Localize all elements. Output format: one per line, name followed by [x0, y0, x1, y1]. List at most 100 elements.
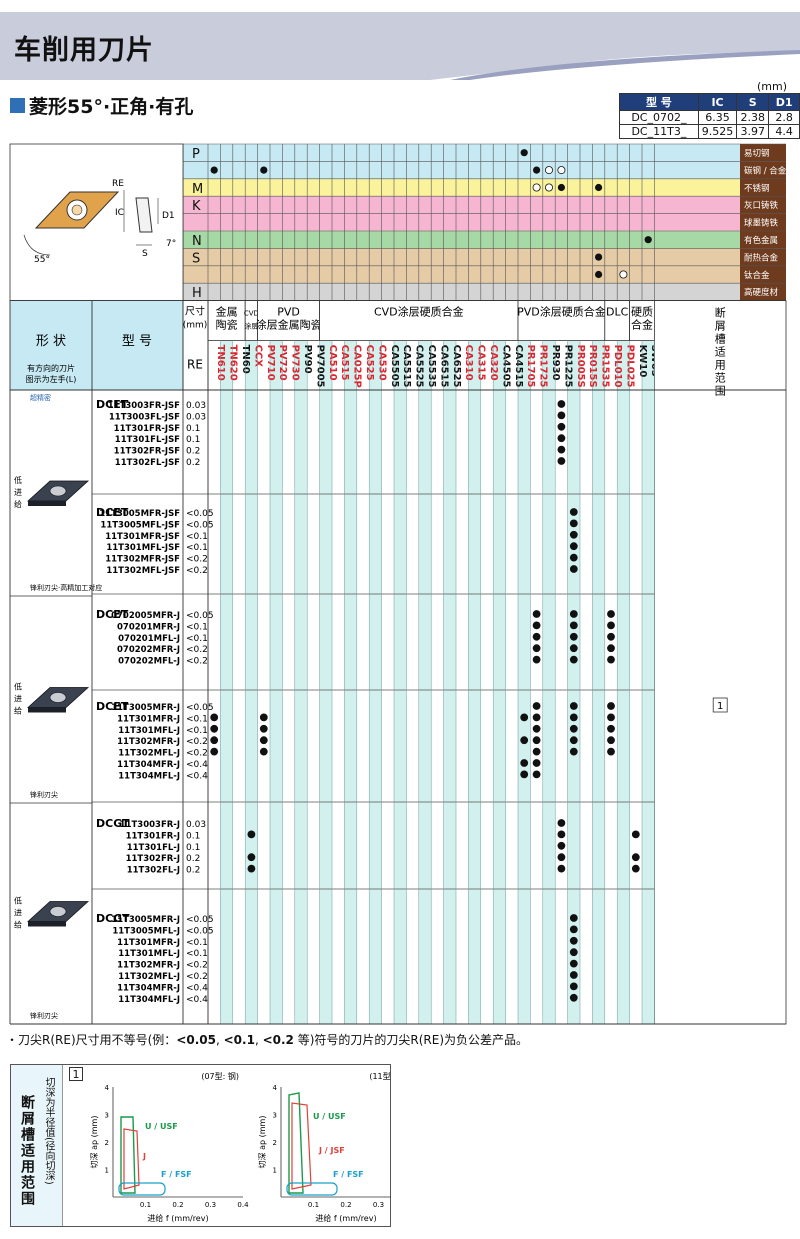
availability-dot: [607, 747, 615, 756]
availability-dot: [532, 621, 541, 630]
figure-label: 7°: [166, 239, 176, 249]
material-label: 高硬度材: [744, 287, 779, 298]
availability-dot: [532, 713, 541, 722]
model-code: 070201MFR-J: [117, 622, 180, 632]
availability-dot: [247, 830, 256, 839]
series-name: DCGT: [96, 912, 130, 925]
re-value: 0.1: [186, 843, 200, 853]
model-code: 11T301FR-JSF: [114, 424, 181, 434]
re-value: <0.2: [186, 961, 208, 971]
availability-dot: [532, 747, 541, 756]
grade-name: CA310: [463, 345, 474, 381]
speed-label: 进: [14, 909, 22, 918]
note-text: ,: [215, 1033, 224, 1047]
suitability-ring: [557, 166, 566, 175]
x-label: 进给 f (mm/rev): [315, 1213, 376, 1223]
insert-photo: [26, 901, 90, 927]
dim-header: D1: [768, 93, 800, 111]
re-value: 0.1: [186, 424, 200, 434]
x-tick: 0.3: [373, 1201, 384, 1209]
speed-label: 进: [14, 488, 22, 497]
availability-dot: [607, 736, 615, 745]
availability-dot: [569, 936, 578, 945]
model-code: 11T301MFL-JSF: [106, 543, 180, 553]
availability-dot: [532, 632, 541, 641]
model-code: 11T302MFR-J: [117, 737, 180, 747]
availability-dot: [607, 655, 615, 664]
dim-cell: 2.8: [768, 110, 800, 125]
re-value: <0.4: [186, 771, 208, 781]
re-value: <0.1: [186, 714, 208, 724]
chipbreaker-header: 槽: [715, 333, 726, 346]
grade-name: CA5505: [389, 345, 400, 388]
grade-name: PV90: [302, 345, 313, 374]
availability-dot: [569, 644, 578, 653]
availability-dot: [569, 713, 578, 722]
availability-dot: [607, 644, 615, 653]
y-label: 切深 ap (mm): [258, 1116, 267, 1169]
material-code: P: [192, 147, 200, 162]
re-value: 0.2: [186, 854, 200, 864]
re-value: <0.05: [186, 509, 214, 519]
group-header: 涂层: [244, 322, 258, 331]
availability-dot: [520, 770, 529, 779]
grade-name: PV710: [265, 345, 276, 381]
y-label: 切深 ap (mm): [90, 1116, 99, 1169]
re-value: <0.1: [186, 634, 208, 644]
availability-dot: [569, 971, 578, 979]
re-value: <0.05: [186, 915, 214, 925]
model-code: 11T302FL-JSF: [115, 458, 180, 468]
material-label: 碳钢 / 合金钢: [744, 165, 795, 176]
availability-dot: [557, 830, 566, 839]
availability-dot: [607, 621, 615, 630]
re-value: <0.4: [186, 983, 208, 993]
chipbreaker-header: 适: [715, 346, 726, 359]
figure-label: RE: [112, 179, 124, 189]
suitability-dot: [644, 236, 652, 244]
speed-label: 进: [14, 695, 22, 704]
availability-dot: [557, 422, 566, 431]
unit-label: (mm): [757, 80, 788, 93]
availability-dot: [210, 724, 219, 733]
availability-dot: [247, 853, 256, 862]
model-code: 11T302MFR-JSF: [105, 555, 180, 565]
grade-name: CA315: [476, 345, 487, 381]
re-value: <0.1: [186, 532, 208, 542]
availability-dot: [259, 724, 268, 733]
availability-dot: [569, 553, 578, 562]
material-code: S: [192, 251, 200, 266]
model-code: 070202MFL-J: [118, 657, 180, 667]
re-value: <0.05: [186, 520, 214, 530]
re-value: 0.2: [186, 458, 200, 468]
model-code: 11T304MFL-J: [118, 771, 180, 781]
footnote: ・刀尖R(RE)尺寸用不等号(例：<0.05, <0.1, <0.2 等)符号的…: [6, 1031, 528, 1048]
model-code: 11T3003FL-JSF: [109, 412, 180, 422]
model-code: 070202MFR-J: [117, 645, 180, 655]
availability-dot: [607, 713, 615, 722]
grade-name: CA5515: [401, 345, 412, 388]
speed-label: 低: [14, 896, 22, 906]
y-tick: 1: [273, 1167, 277, 1175]
availability-dot: [631, 853, 640, 862]
x-tick: 0.4: [237, 1201, 249, 1209]
shape-header: 形 状: [36, 334, 66, 349]
material-code: K: [192, 199, 201, 214]
material-code: N: [192, 234, 202, 249]
model-code: 11T302FR-JSF: [114, 447, 181, 457]
header-banner: [0, 12, 800, 80]
re-value: <0.2: [186, 555, 208, 565]
availability-dot: [569, 914, 578, 922]
availability-dot: [557, 864, 566, 873]
re-value: <0.05: [186, 926, 214, 936]
suitability-dot: [595, 270, 603, 279]
availability-dot: [569, 702, 578, 710]
availability-dot: [569, 993, 578, 1002]
area-label: U / USF: [313, 1112, 346, 1121]
group-header: PVD涂层硬质合金: [517, 305, 606, 319]
availability-dot: [569, 747, 578, 756]
availability-dot: [569, 632, 578, 641]
model-code: 11T301MFL-J: [118, 726, 180, 736]
dimension-table: 型 号 IC S D1 DC_0702_ 6.35 2.38 2.8 DC_11T3_ 9.5…: [619, 93, 800, 139]
x-label: 进给 f (mm/rev): [147, 1213, 208, 1223]
x-tick: 0.3: [205, 1201, 216, 1209]
